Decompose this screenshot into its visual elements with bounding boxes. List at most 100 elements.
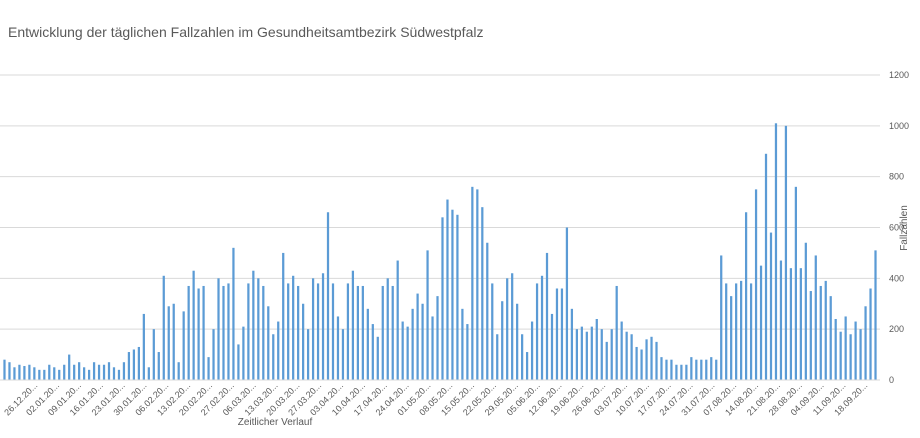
bar: [744, 212, 748, 380]
bar: [421, 303, 424, 380]
bar: [874, 250, 877, 381]
bar: [63, 364, 66, 380]
bar: [700, 359, 703, 380]
bar: [640, 349, 643, 380]
bar: [545, 252, 549, 380]
bar: [102, 364, 106, 380]
bar: [859, 329, 862, 380]
bar: [441, 217, 444, 380]
bar: [137, 346, 140, 380]
bar: [107, 362, 111, 380]
bar: [406, 326, 409, 381]
bar: [192, 270, 195, 380]
bar: [28, 364, 31, 380]
bar: [287, 283, 290, 380]
bar: [660, 357, 663, 381]
bar: [834, 319, 837, 380]
bar: [262, 285, 265, 380]
bar: [521, 334, 524, 380]
bar: [97, 364, 101, 380]
bar: [481, 207, 484, 380]
bar: [267, 306, 270, 380]
bar: [715, 359, 718, 380]
bar: [177, 362, 180, 380]
bar: [87, 369, 91, 380]
bar: [242, 326, 245, 381]
bar: [784, 125, 788, 380]
bar: [292, 275, 295, 380]
bar: [471, 186, 474, 380]
bar: [740, 280, 743, 381]
bar: [436, 296, 439, 381]
bar: [247, 283, 250, 380]
bar: [331, 283, 335, 380]
bar: [157, 352, 160, 380]
bar: [695, 359, 698, 380]
y-tick-label: 200: [889, 324, 904, 334]
bar: [416, 293, 419, 380]
y-tick-label: 0: [889, 375, 894, 385]
bar: [530, 321, 534, 380]
bar: [23, 366, 26, 380]
bar: [595, 319, 598, 380]
bar: [590, 326, 593, 381]
bar: [625, 331, 628, 380]
bar: [764, 153, 768, 380]
bar: [605, 341, 608, 381]
bar: [705, 359, 708, 380]
bar: [486, 242, 489, 380]
bar: [302, 303, 305, 380]
bar: [496, 334, 499, 380]
bar: [167, 306, 170, 380]
bar: [401, 321, 404, 380]
bar: [804, 242, 807, 380]
bar: [58, 369, 61, 380]
bar: [615, 285, 618, 380]
bar: [132, 349, 136, 380]
bar: [635, 346, 638, 380]
y-tick-label: 400: [889, 273, 904, 283]
bar: [33, 367, 36, 380]
bar: [277, 321, 280, 380]
bar: [600, 329, 603, 380]
bar: [431, 316, 434, 380]
bar: [187, 285, 190, 380]
bar: [3, 359, 6, 380]
bar: [222, 285, 225, 380]
bar: [117, 369, 121, 380]
bar: [396, 260, 399, 380]
bar: [73, 364, 76, 380]
y-tick-label: 800: [889, 172, 904, 182]
bar: [725, 283, 728, 380]
bar: [685, 364, 688, 380]
y-axis-title: Fallzahlen: [899, 205, 910, 251]
bar: [197, 288, 200, 380]
bar: [386, 278, 389, 380]
bar: [381, 285, 384, 380]
bar: [207, 357, 210, 381]
bar: [809, 291, 812, 380]
bar: [675, 364, 678, 380]
bar: [824, 280, 827, 381]
x-axis-ticks: 26.12.20...02.01.20...09.01.20...16.01.2…: [2, 380, 869, 417]
bar: [864, 306, 867, 380]
bar: [252, 270, 255, 380]
bar: [272, 334, 275, 380]
bar: [311, 278, 315, 380]
bar: [794, 186, 797, 380]
bar: [351, 270, 355, 380]
bar: [476, 189, 479, 381]
y-axis-ticks: 0 200 400 600 800 1000 1200: [889, 70, 909, 385]
bar: [366, 308, 369, 380]
bar: [326, 212, 330, 380]
bar: [650, 336, 653, 380]
bar: [655, 341, 658, 381]
bar: [829, 296, 832, 381]
bar: [78, 362, 81, 380]
bar: [456, 214, 459, 380]
bar: [212, 329, 215, 380]
bar: [257, 278, 260, 380]
bar: [680, 364, 683, 380]
